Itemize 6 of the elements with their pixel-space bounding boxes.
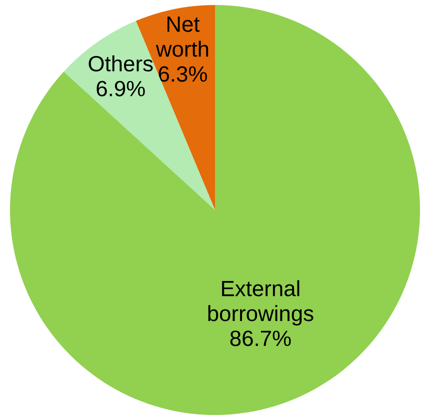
slice-label: Others xyxy=(88,55,153,72)
data-label: 86.7% xyxy=(230,330,291,346)
slice-label: External borrowings xyxy=(208,280,314,326)
data-label: 6.3% xyxy=(158,66,207,82)
slice-label: Net worth xyxy=(156,16,208,57)
data-label: 6.9% xyxy=(96,80,145,96)
